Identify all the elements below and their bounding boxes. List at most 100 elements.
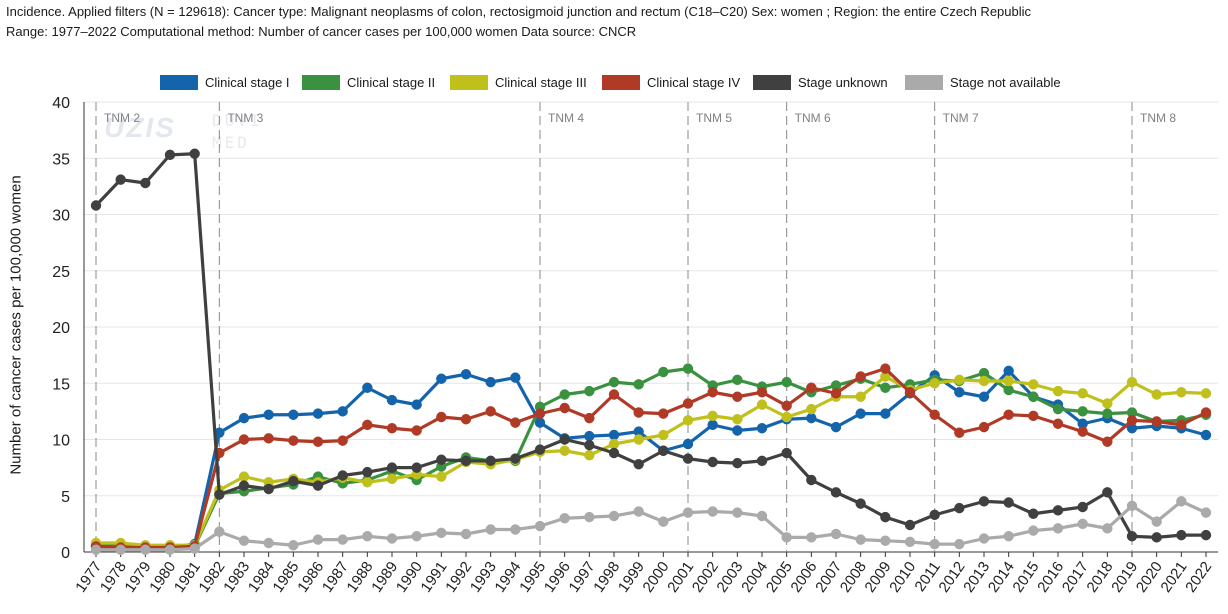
legend-swatch — [302, 74, 340, 90]
data-point — [633, 434, 644, 445]
data-point — [485, 376, 496, 388]
data-point — [362, 531, 373, 542]
series-line — [96, 374, 1207, 547]
data-point — [682, 453, 694, 464]
data-point — [830, 528, 842, 540]
data-point — [436, 373, 447, 384]
duvi-med-watermark: DUVI MED — [212, 110, 263, 154]
legend-item[interactable]: Clinical stage IV — [602, 72, 740, 92]
data-point — [337, 470, 348, 481]
tnm-label: TNM 7 — [943, 111, 979, 125]
data-point — [806, 412, 817, 424]
data-point — [1028, 379, 1039, 390]
data-point — [312, 534, 324, 545]
data-point — [929, 378, 940, 389]
data-point — [288, 409, 299, 420]
x-tick-label: 2004 — [738, 559, 771, 596]
data-point — [904, 387, 916, 398]
data-point — [781, 376, 792, 388]
x-tick-label: 1988 — [344, 559, 377, 596]
data-point — [263, 483, 274, 495]
data-point — [732, 374, 743, 386]
data-point — [362, 477, 373, 488]
data-point — [337, 406, 348, 417]
data-point — [1052, 418, 1064, 429]
chart-header: Incidence. Applied filters (N = 129618):… — [6, 2, 1222, 42]
data-point — [929, 409, 940, 420]
legend-item[interactable]: Clinical stage III — [450, 72, 587, 92]
data-point — [855, 391, 866, 402]
data-point — [954, 502, 965, 514]
data-point — [559, 445, 570, 456]
legend-item[interactable]: Stage unknown — [753, 72, 888, 92]
data-point — [855, 408, 866, 419]
data-point — [263, 409, 274, 420]
data-point — [1200, 507, 1212, 518]
x-tick-label: 1980 — [146, 559, 179, 596]
legend-item[interactable]: Stage not available — [905, 72, 1061, 92]
legend-item[interactable]: Clinical stage II — [302, 72, 435, 92]
data-point — [633, 407, 644, 418]
data-point — [115, 544, 126, 555]
data-point — [584, 430, 595, 442]
data-point — [460, 455, 472, 467]
data-point — [1126, 500, 1138, 512]
y-tick-label: 20 — [52, 320, 70, 337]
tnm-label: TNM 3 — [227, 111, 263, 125]
data-point — [1077, 501, 1088, 513]
data-point — [978, 375, 990, 387]
data-point — [214, 489, 225, 500]
x-tick-label: 1992 — [442, 559, 475, 596]
data-point — [658, 408, 669, 419]
data-point — [90, 200, 102, 211]
data-point — [436, 527, 447, 539]
legend-label: Stage unknown — [798, 74, 888, 90]
legend-swatch — [450, 74, 488, 90]
series-line — [94, 152, 1206, 539]
data-point — [460, 369, 472, 380]
data-point — [1200, 529, 1212, 541]
data-point — [337, 435, 348, 446]
x-tick-label: 2005 — [763, 559, 796, 596]
y-tick-label: 30 — [52, 208, 70, 225]
x-tick-label: 1994 — [492, 559, 525, 596]
data-point — [978, 421, 990, 433]
data-point — [608, 429, 620, 441]
data-point — [214, 526, 225, 537]
data-point — [312, 480, 324, 491]
data-point — [534, 417, 546, 428]
x-tick-label: 1996 — [541, 559, 574, 596]
data-point — [1102, 523, 1113, 534]
data-point — [855, 498, 866, 509]
data-point — [1176, 496, 1187, 507]
data-point — [1028, 525, 1039, 536]
data-point — [929, 509, 940, 521]
data-point — [534, 444, 546, 455]
x-tick-label: 2016 — [1034, 559, 1067, 596]
data-point — [682, 415, 694, 426]
data-point — [732, 391, 743, 402]
data-point — [263, 433, 274, 444]
data-point — [312, 436, 324, 447]
data-point — [756, 399, 768, 410]
data-point — [1102, 398, 1113, 409]
data-point — [806, 403, 817, 415]
data-point — [559, 513, 570, 524]
data-point — [781, 411, 792, 423]
x-tick-label: 1991 — [418, 559, 451, 596]
data-point — [386, 473, 398, 485]
data-point — [362, 419, 373, 431]
data-point — [1003, 384, 1014, 396]
legend-item[interactable]: Clinical stage I — [160, 72, 290, 92]
watermark-text-2: MED — [212, 133, 250, 152]
data-point — [830, 487, 842, 498]
chart-legend: Clinical stage I Clinical stage II Clinica… — [0, 72, 1228, 92]
data-point — [756, 423, 768, 434]
data-point — [288, 540, 299, 551]
data-point — [682, 363, 694, 374]
data-point — [510, 417, 521, 428]
data-point — [485, 455, 496, 467]
data-point — [238, 480, 250, 491]
data-point — [238, 535, 250, 546]
data-point — [682, 507, 694, 518]
